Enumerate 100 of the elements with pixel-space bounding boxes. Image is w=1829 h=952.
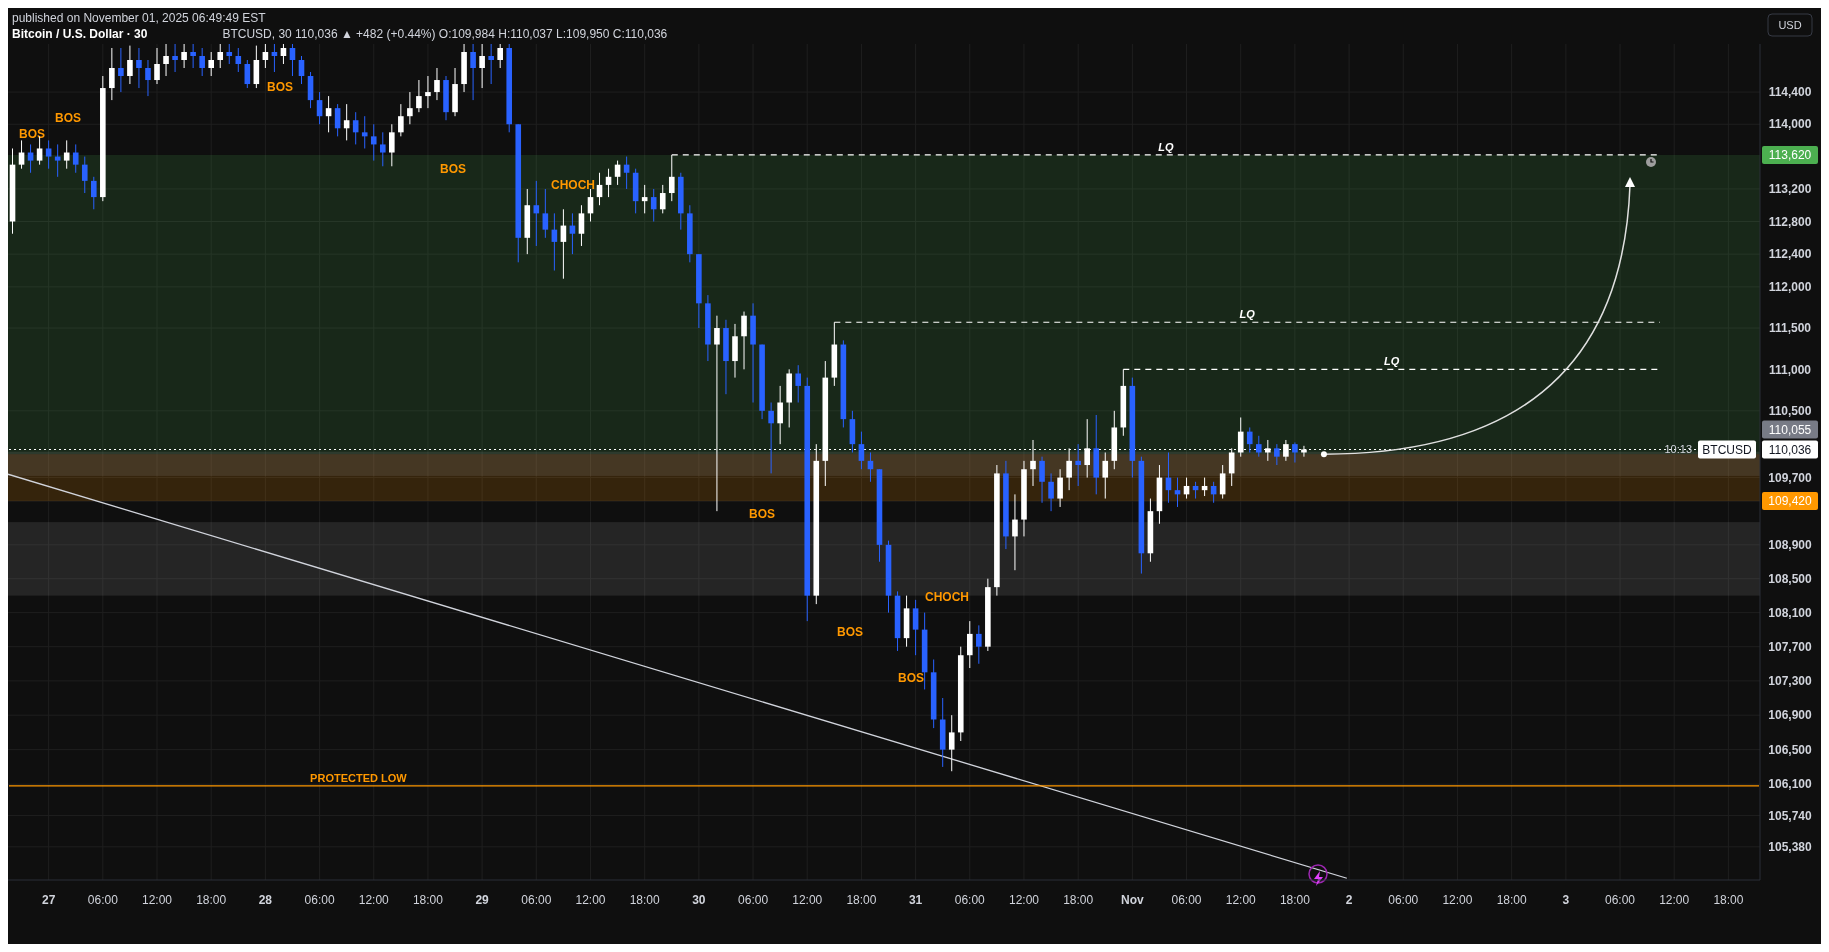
candlestick bbox=[479, 43, 485, 89]
y-tick-label: 112,000 bbox=[1768, 280, 1812, 295]
candlestick bbox=[542, 188, 549, 239]
annotation: BOS bbox=[748, 507, 776, 522]
annotation: BOS bbox=[18, 127, 46, 142]
x-tick-label: 18:00 bbox=[1279, 893, 1311, 908]
x-tick-label: 18:00 bbox=[629, 893, 661, 908]
y-tick-label: 113,200 bbox=[1768, 182, 1812, 197]
candlestick bbox=[63, 139, 70, 170]
candlestick bbox=[948, 714, 955, 772]
candlestick bbox=[912, 599, 919, 656]
candlestick bbox=[289, 43, 296, 77]
y-tick-label: 105,740 bbox=[1768, 808, 1813, 823]
x-tick-label: 18:00 bbox=[196, 893, 227, 908]
x-tick-label: 18:00 bbox=[1713, 893, 1744, 908]
candlestick bbox=[81, 156, 88, 194]
candlestick bbox=[72, 143, 79, 174]
x-tick-label: 12:00 bbox=[358, 893, 390, 908]
y-tick-label: 114,000 bbox=[1768, 117, 1812, 132]
y-tick-label: 111,500 bbox=[1768, 321, 1812, 336]
candlestick bbox=[370, 123, 377, 162]
candlestick bbox=[1102, 452, 1109, 500]
candlestick bbox=[45, 139, 52, 170]
x-tick-label: 06:00 bbox=[521, 893, 552, 908]
candlestick bbox=[154, 47, 160, 85]
annotation: BOS bbox=[54, 111, 82, 126]
y-tick-label: 112,400 bbox=[1768, 247, 1812, 262]
x-tick-label: 27 bbox=[41, 893, 56, 908]
x-tick-label: 12:00 bbox=[1008, 893, 1040, 908]
y-tick-label: 106,900 bbox=[1768, 708, 1813, 723]
candlestick bbox=[217, 43, 224, 69]
text: published on November 01, 2025 06:49:49 EST bbox=[12, 11, 267, 25]
y-tick-label: 113,620 bbox=[1768, 148, 1812, 163]
y-tick-label: 107,300 bbox=[1768, 674, 1813, 689]
candlestick bbox=[1255, 435, 1262, 458]
candlestick bbox=[208, 51, 214, 77]
x-tick-label: 12:00 bbox=[1659, 893, 1690, 908]
y-axis-title: USD bbox=[1778, 18, 1802, 31]
chart-title: Bitcoin / U.S. Dollar · 30 bbox=[12, 27, 148, 41]
candlestick bbox=[181, 43, 187, 69]
x-tick-label: 06:00 bbox=[304, 893, 335, 908]
candlestick bbox=[90, 176, 97, 210]
candlestick bbox=[578, 204, 585, 247]
y-tick-label: 108,500 bbox=[1768, 571, 1813, 586]
x-tick-label: 06:00 bbox=[954, 893, 986, 908]
y-tick-label: 107,700 bbox=[1768, 639, 1813, 654]
x-tick-label: 18:00 bbox=[412, 893, 444, 908]
chart-subtitle: BTCUSD, 30 110,036 ▲ +482 (+0.44%) O:109,984 H:110,037 L:109,950 C:110,036 bbox=[222, 27, 668, 41]
x-tick-label: 29 bbox=[475, 893, 490, 908]
candlestick bbox=[976, 624, 982, 665]
ref-line-label: LQ bbox=[1384, 355, 1400, 368]
ref-line-label: BTCUSD bbox=[1702, 442, 1752, 457]
x-tick-label: 12:00 bbox=[792, 893, 823, 908]
x-tick-label: 2 bbox=[1345, 893, 1353, 908]
candlestick bbox=[741, 311, 747, 370]
x-tick-label: 18:00 bbox=[1063, 893, 1094, 908]
candlestick bbox=[361, 115, 368, 149]
x-tick-label: 31 bbox=[908, 893, 923, 908]
ref-line-label: PROTECTED LOW bbox=[310, 771, 408, 784]
candlestick bbox=[659, 184, 666, 214]
x-tick-label: 06:00 bbox=[87, 893, 119, 908]
candlestick bbox=[1075, 443, 1081, 487]
y-tick-label: 109,700 bbox=[1768, 470, 1813, 485]
annotation: BOS bbox=[836, 625, 864, 640]
y-tick-label: 110,036 bbox=[1768, 442, 1812, 457]
x-tick-label: 12:00 bbox=[575, 893, 606, 908]
candlestick bbox=[127, 45, 133, 85]
candlestick bbox=[795, 364, 802, 404]
candlestick bbox=[434, 67, 440, 101]
candlestick bbox=[1246, 426, 1253, 453]
x-tick-label: 3 bbox=[1562, 893, 1570, 908]
y-tick-label: 111,000 bbox=[1768, 362, 1812, 377]
candlestick bbox=[271, 43, 278, 73]
candlestick bbox=[650, 188, 657, 223]
candlestick bbox=[1039, 456, 1045, 504]
candlestick bbox=[1219, 464, 1226, 500]
y-tick-label: 106,100 bbox=[1768, 777, 1813, 792]
x-tick-label: 12:00 bbox=[1225, 893, 1257, 908]
annotation: CHOCH bbox=[551, 178, 595, 193]
candlestick bbox=[379, 131, 386, 167]
candlestick bbox=[190, 43, 196, 69]
x-tick-label: 06:00 bbox=[1605, 893, 1636, 908]
x-tick-label: 06:00 bbox=[738, 893, 769, 908]
ref-line-label: LQ bbox=[1158, 140, 1174, 153]
candlestick bbox=[389, 123, 395, 167]
annotation: BOS bbox=[897, 671, 925, 686]
candlestick bbox=[777, 385, 783, 445]
candlestick bbox=[109, 47, 115, 101]
candlestick bbox=[235, 47, 242, 73]
annotation: CHOCH bbox=[925, 590, 969, 605]
x-tick-label: 30 bbox=[692, 893, 706, 908]
text: 110,055 bbox=[1768, 422, 1812, 437]
candlestick bbox=[470, 43, 476, 101]
candlestick bbox=[416, 79, 422, 113]
y-tick-label: 114,400 bbox=[1768, 85, 1812, 100]
candlestick bbox=[1292, 441, 1298, 464]
candlestick bbox=[136, 47, 142, 89]
candlestick bbox=[145, 59, 151, 97]
candlestick bbox=[425, 75, 431, 109]
x-tick-label: 28 bbox=[258, 893, 273, 908]
